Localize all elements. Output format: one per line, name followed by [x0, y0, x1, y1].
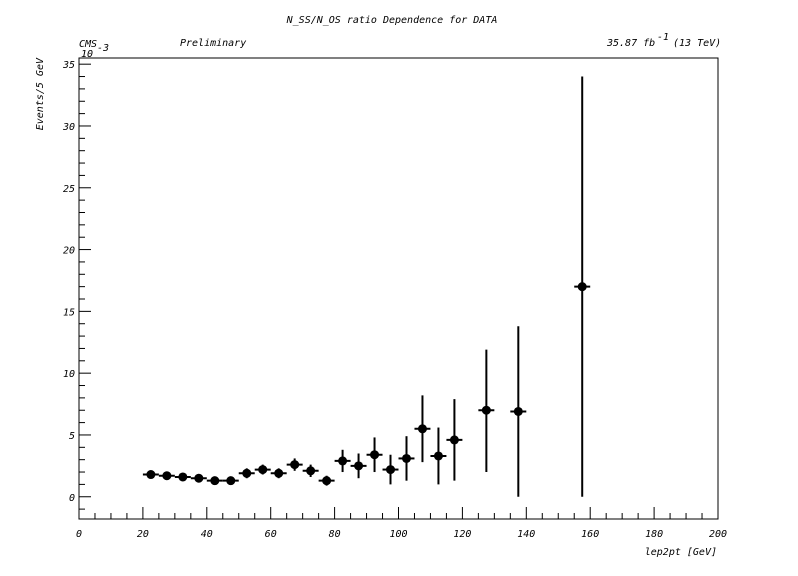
data-marker: [481, 405, 491, 415]
data-point: [366, 437, 383, 473]
data-point: [142, 470, 159, 480]
data-point: [222, 476, 239, 486]
data-marker: [338, 456, 348, 466]
data-marker: [210, 476, 220, 486]
data-point: [334, 449, 351, 473]
x-tick-label: 0: [76, 529, 82, 540]
axis-ticks: [78, 63, 719, 519]
y-exponent-power: -3: [97, 43, 109, 54]
data-marker: [449, 435, 459, 445]
x-tick-label: 140: [517, 529, 535, 540]
chart-title: N_SS/N_OS ratio Dependence for DATA: [286, 15, 498, 26]
data-marker: [258, 465, 268, 475]
data-point: [302, 464, 319, 477]
data-point: [190, 473, 207, 483]
y-tick-label: 15: [63, 307, 75, 318]
energy-label: (13 TeV): [673, 38, 721, 49]
data-marker: [274, 468, 284, 478]
y-tick-label: 35: [62, 60, 75, 71]
data-marker: [401, 453, 411, 463]
data-marker: [354, 461, 364, 471]
y-tick-label: 5: [69, 431, 75, 442]
x-tick-label: 40: [201, 529, 213, 540]
data-point: [478, 349, 495, 473]
data-marker: [417, 424, 427, 434]
y-tick-label: 10: [63, 369, 75, 380]
data-marker: [306, 466, 316, 476]
y-exponent-base: 10: [81, 49, 93, 60]
lumi-label: 35.87 fb: [606, 38, 655, 49]
data-point: [510, 326, 527, 497]
y-tick-label: 20: [63, 246, 75, 257]
data-point: [446, 399, 463, 481]
y-tick-label: 30: [62, 122, 75, 133]
data-point: [414, 395, 431, 463]
data-marker: [513, 406, 523, 416]
x-tick-labels: 0 20 40 60 80 100 120 140 160 180 200: [76, 529, 727, 540]
x-axis-label: lep2pt [GeV]: [645, 547, 717, 558]
data-point: [382, 454, 399, 485]
data-marker: [370, 450, 380, 460]
status-label: Preliminary: [180, 38, 246, 49]
data-marker: [322, 476, 332, 486]
y-axis-label: Events/5 GeV: [35, 57, 46, 130]
data-point: [206, 476, 223, 486]
plot-frame: [78, 57, 719, 520]
x-tick-label: 100: [389, 529, 407, 540]
experiment-label: CMS: [79, 39, 97, 50]
data-point: [158, 471, 175, 481]
data-point: [318, 475, 335, 486]
data-point: [238, 468, 255, 479]
data-marker: [162, 471, 172, 481]
data-marker: [194, 473, 204, 483]
data-point: [430, 427, 447, 485]
x-tick-label: 60: [265, 529, 277, 540]
data-point: [174, 472, 191, 482]
data-point: [286, 458, 303, 471]
data-marker: [242, 468, 252, 478]
x-tick-label: 180: [645, 529, 663, 540]
y-tick-label: 25: [63, 184, 75, 195]
data-point: [574, 76, 591, 497]
data-marker: [577, 282, 587, 292]
data-marker: [178, 472, 188, 482]
data-point: [350, 453, 367, 479]
data-marker: [386, 465, 396, 475]
lumi-superscript: -1: [657, 32, 669, 43]
x-tick-label: 160: [581, 529, 599, 540]
data-points: [142, 76, 591, 497]
data-marker: [226, 476, 236, 486]
y-tick-label: 0: [69, 493, 75, 504]
data-point: [270, 468, 287, 479]
data-marker: [433, 451, 443, 461]
x-tick-label: 200: [709, 529, 727, 540]
data-marker: [290, 460, 300, 470]
x-tick-label: 20: [137, 529, 149, 540]
data-point: [254, 464, 271, 475]
x-tick-label: 120: [453, 529, 471, 540]
y-tick-labels: 0 5 10 15 20 25 30 35: [62, 60, 75, 504]
x-tick-label: 80: [329, 529, 341, 540]
data-point: [398, 436, 415, 481]
data-marker: [146, 470, 156, 480]
